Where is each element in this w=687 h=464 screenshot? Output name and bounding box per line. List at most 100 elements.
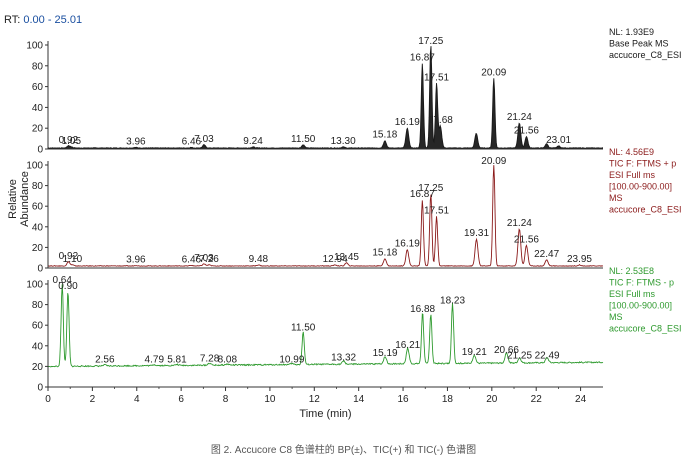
peak-label: 17.51 [424,72,449,83]
peak-label: 23.95 [567,254,592,265]
peak-label: 7.28 [200,353,220,364]
x-tick-label: 24 [575,394,587,405]
series-info-line: MS [609,312,623,322]
x-tick-label: 10 [264,394,276,405]
x-tick-label: 20 [486,394,498,405]
peak-label: 0.90 [58,281,78,292]
peak-label: 15.18 [372,248,397,259]
peak-label: 11.50 [291,134,316,145]
peak-label: 0.92 [59,251,79,262]
peak-label: 20.09 [481,156,506,167]
y-tick-label: 40 [32,222,44,233]
x-tick-label: 12 [309,394,321,405]
y-tick-label: 80 [32,61,44,72]
peak-label: 18.23 [440,296,465,307]
x-tick-label: 4 [134,394,140,405]
y-tick-label: 60 [32,202,44,213]
peak-label: 16.19 [395,117,420,128]
peak-label: 1.10 [63,254,83,265]
peak-label: 3.96 [126,136,146,147]
peak-label: 12.94 [323,254,348,265]
peak-label: 6.46 [182,136,202,147]
peak-label: 21.25 [507,350,532,361]
y-tick-label: 0 [37,264,43,275]
y-tick-label: 40 [32,341,44,352]
series-info-line: ESI Full ms [609,170,656,180]
peak-label: 21.56 [514,126,539,137]
series-info-line: TIC F: FTMS + p [609,159,676,169]
peak-label: 15.18 [372,130,397,141]
peak-label: 16.21 [395,340,420,351]
series-info-line: ESI Full ms [609,289,656,299]
y-tick-label: 20 [32,124,44,135]
y-tick-label: 20 [32,362,44,373]
x-tick-label: 0 [45,394,51,405]
peak-label: 1.05 [62,136,82,147]
peak-label: 23.01 [546,135,571,146]
rt-label: RT: 0.00 - 25.01 [4,14,82,26]
figure-caption: 图 2. Accucore C8 色谱柱的 BP(±)、TIC(+) 和 TIC… [210,445,477,456]
peak-label: 7.03 [194,253,214,264]
peak-label: 16.87 [410,189,435,200]
peak-label: 4.79 [145,354,165,365]
peak-label: 9.24 [243,136,263,147]
peak-label: 22.49 [535,350,560,361]
rt-prefix: RT: [4,14,21,26]
y-tick-label: 20 [32,243,44,254]
x-tick-label: 6 [178,394,184,405]
x-axis-label: Time (min) [299,408,351,420]
peak-label: 0.64 [52,275,72,286]
x-tick-label: 18 [442,394,454,405]
peak-label: 13.45 [334,252,359,263]
peak-label: 17.68 [428,115,453,126]
x-tick-label: 2 [90,394,96,405]
peak-label: 17.51 [424,206,449,217]
peak-label: 13.30 [331,136,356,147]
x-tick-label: 22 [531,394,543,405]
y-tick-label: 60 [32,321,44,332]
peak-label: 6.46 [182,254,202,265]
series-info-line: [100.00-900.00] [609,182,672,192]
series-info-line: NL: 4.56E9 [609,147,654,157]
trace-line-1 [47,46,604,149]
x-tick-label: 14 [353,394,365,405]
peak-label: 16.19 [395,238,420,249]
peak-label: 0.92 [59,135,79,146]
peak-label: 16.88 [410,304,435,315]
peak-label: 10.99 [279,354,304,365]
peak-label: 19.21 [462,347,487,358]
y-tick-label: 0 [37,145,43,156]
peak-label: 21.24 [507,112,532,123]
trace-line-2 [47,165,604,267]
series-info-line: accucore_C8_ESI [609,50,682,60]
peak-label: 22.47 [534,249,559,260]
y-tick-label: 0 [37,383,43,394]
peak-label: 15.19 [373,348,398,359]
y-tick-label: 80 [32,181,44,192]
peak-label: 21.56 [514,234,539,245]
series-info-line: accucore_C8_ESI [609,324,682,334]
peak-label: 13.32 [331,352,356,363]
trace-line-3 [47,284,604,368]
series-info-line: MS [609,193,623,203]
peak-label: 8.08 [218,354,238,365]
x-tick-label: 8 [223,394,229,405]
peak-label: 5.81 [167,354,187,365]
peak-label: 9.48 [249,254,269,265]
peak-label: 11.50 [291,322,316,333]
y-tick-label: 60 [32,82,44,93]
peak-label: 16.87 [410,53,435,64]
peak-label: 17.25 [418,183,443,194]
rt-range: 0.00 - 25.01 [23,14,83,26]
peak-label: 2.56 [95,354,115,365]
peak-label: 17.25 [418,36,443,47]
y-tick-label: 100 [26,280,43,291]
series-info-line: TIC F: FTMS - p [609,278,674,288]
peak-label: 7.26 [199,254,219,265]
series-info-line: NL: 1.93E9 [609,27,654,37]
peak-label: 21.24 [507,218,532,229]
peak-label: 7.03 [194,134,214,145]
series-info-line: Base Peak MS [609,39,669,49]
series-info-line: accucore_C8_ESI [609,205,682,215]
